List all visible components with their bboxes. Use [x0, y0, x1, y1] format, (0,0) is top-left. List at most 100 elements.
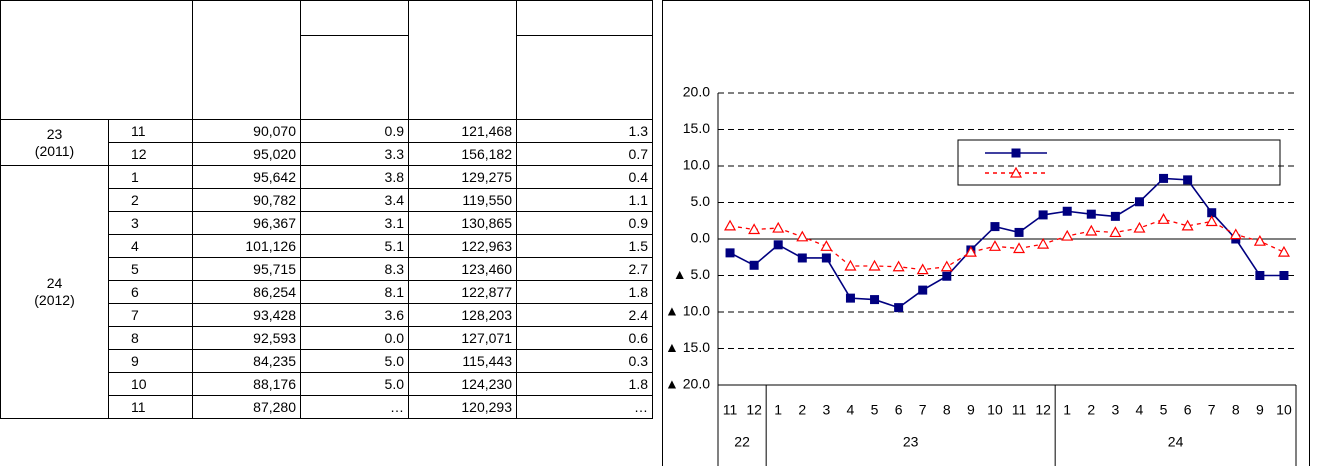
- value-cell: 8.3: [300, 257, 409, 281]
- month-cell: 3: [108, 211, 193, 235]
- y-tick-label: ▲ 15.0: [665, 339, 710, 355]
- point: [772, 221, 785, 233]
- x-tick-label: 4: [1136, 402, 1144, 418]
- year-group-label: 24: [1168, 434, 1184, 450]
- value-cell: 128,203: [408, 303, 517, 327]
- value-cell: 1.8: [516, 280, 653, 304]
- series-line: [729, 177, 1284, 309]
- value-cell: 156,182: [408, 142, 517, 166]
- point: [1133, 221, 1146, 233]
- table-row: 12 95,020 3.3 156,182 0.7: [1, 142, 653, 166]
- legend-marker: [1009, 166, 1023, 178]
- y-tick-label: 5.0: [691, 193, 711, 209]
- point: [1157, 213, 1170, 224]
- value-cell: 0.7: [516, 142, 653, 166]
- point: [725, 248, 735, 258]
- x-tick-label: 9: [967, 402, 975, 418]
- x-tick-label: 7: [1208, 402, 1216, 418]
- value-cell: 3.4: [300, 188, 409, 212]
- year-label: 23: [46, 125, 63, 142]
- value-cell: 3.6: [300, 303, 409, 327]
- y-tick-label: 10.0: [683, 157, 710, 173]
- era-label: (2012): [34, 292, 75, 308]
- month-cell: 10: [108, 372, 193, 396]
- value-cell: 0.9: [300, 119, 409, 143]
- value-cell: 5.0: [300, 349, 409, 373]
- value-cell: 95,642: [192, 165, 301, 189]
- table-row: 11 87,280… 120,293…: [1, 395, 653, 419]
- x-tick-label: 12: [746, 402, 762, 418]
- value-cell: 1.3: [516, 119, 653, 143]
- x-tick-label: 10: [1276, 402, 1292, 418]
- point: [1062, 206, 1072, 216]
- value-cell: 86,254: [192, 280, 301, 304]
- table-body: 23 (2011) 11 90,070 0.9 121,468 1.3 12 95,020 3.3…: [0, 0, 653, 419]
- point: [1277, 245, 1290, 257]
- value-cell: 5.1: [300, 234, 409, 258]
- point: [870, 295, 880, 305]
- point: [1279, 271, 1289, 280]
- month-cell: 11: [108, 395, 193, 419]
- value-cell: 90,782: [192, 188, 301, 212]
- y-tick-label: ▲ 10.0: [665, 303, 710, 319]
- table-row: 2 90,782 3.4 119,550 1.1: [1, 188, 653, 212]
- series-line: [729, 218, 1285, 271]
- point: [868, 259, 881, 271]
- month-cell: 5: [108, 257, 193, 281]
- x-tick-label: 2: [798, 402, 806, 418]
- header-cell: [516, 35, 653, 120]
- point: [1181, 219, 1194, 231]
- value-cell: 123,460: [408, 257, 517, 281]
- x-tick-label: 4: [847, 402, 855, 418]
- value-cell: 1.5: [516, 234, 653, 258]
- point: [964, 245, 977, 257]
- point: [942, 271, 952, 281]
- point: [845, 293, 855, 303]
- value-cell: 3.3: [300, 142, 409, 166]
- value-cell: 122,963: [408, 234, 517, 258]
- month-cell: 7: [108, 303, 193, 327]
- value-cell: 115,443: [408, 349, 517, 373]
- point: [749, 260, 759, 270]
- point: [844, 259, 857, 271]
- point: [892, 260, 905, 272]
- x-tick-label: 3: [822, 402, 830, 418]
- value-cell: 124,230: [408, 372, 517, 396]
- point: [918, 285, 928, 295]
- point: [797, 253, 807, 263]
- value-cell: 5.0: [300, 372, 409, 396]
- month-cell: 1: [108, 165, 193, 189]
- legend-marker: [1011, 148, 1021, 158]
- month-cell: 6: [108, 280, 193, 304]
- header-cell: [300, 35, 409, 120]
- table-row: 3 96,367 3.1 130,865 0.9: [1, 211, 653, 235]
- header-cell: [408, 0, 517, 120]
- header-cell: [0, 0, 193, 120]
- value-cell: 101,126: [192, 234, 301, 258]
- x-tick-label: 10: [987, 402, 1003, 418]
- value-cell: 95,020: [192, 142, 301, 166]
- x-tick-label: 1: [1063, 402, 1071, 418]
- value-cell: 130,865: [408, 211, 517, 235]
- point: [1229, 228, 1242, 240]
- value-cell: 0.6: [516, 326, 653, 350]
- y-tick-label: ▲ 20.0: [665, 376, 710, 392]
- point: [724, 219, 737, 231]
- value-cell: 1.1: [516, 188, 653, 212]
- value-cell: 3.8: [300, 165, 409, 189]
- point: [1134, 197, 1144, 207]
- month-cell: 11: [108, 119, 193, 143]
- point: [773, 240, 783, 250]
- y-tick-label: 20.0: [683, 84, 710, 100]
- x-tick-label: 5: [1160, 402, 1168, 418]
- x-tick-label: 11: [723, 402, 738, 418]
- value-cell: 84,235: [192, 349, 301, 373]
- value-cell: 93,428: [192, 303, 301, 327]
- point: [796, 230, 809, 242]
- point: [1038, 210, 1048, 220]
- x-tick-label: 11: [1012, 402, 1027, 418]
- value-cell: 96,367: [192, 211, 301, 235]
- year-cell: 23 (2011): [0, 119, 109, 166]
- month-cell: 12: [108, 142, 193, 166]
- point: [1014, 227, 1024, 237]
